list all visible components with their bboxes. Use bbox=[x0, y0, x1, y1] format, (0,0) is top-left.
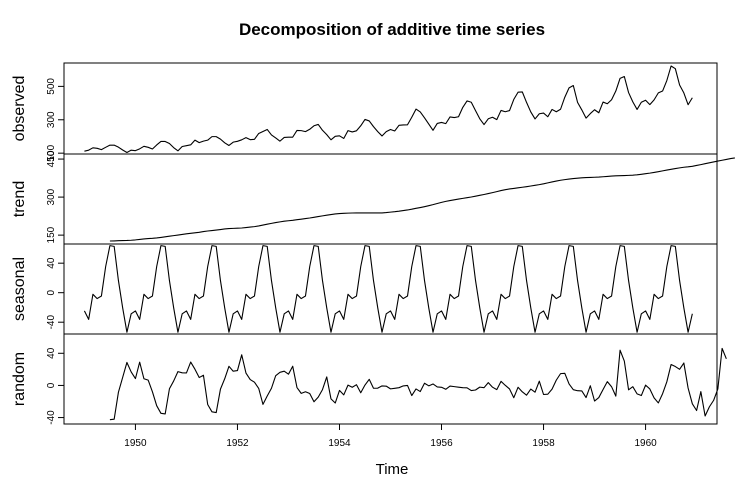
x-axis-label: Time bbox=[376, 461, 409, 478]
observed-ytick-label: 500 bbox=[46, 78, 57, 95]
x-tick-label: 1960 bbox=[634, 438, 657, 449]
x-tick-label: 1950 bbox=[124, 438, 147, 449]
panel-observed: 100 300 500 observed bbox=[11, 62, 718, 162]
observed-line bbox=[84, 65, 693, 154]
trend-axis-label: trend bbox=[11, 181, 28, 217]
x-tick-label: 1954 bbox=[328, 438, 351, 449]
observed-ytick-label: 300 bbox=[46, 111, 57, 128]
observed-frame bbox=[63, 62, 718, 155]
random-ytick-label: -40 bbox=[46, 410, 57, 425]
trend-ytick-label: 450 bbox=[46, 150, 57, 167]
random-axis-label: random bbox=[11, 352, 28, 406]
panel-trend: 150 300 450 trend bbox=[11, 150, 735, 245]
x-tick-label: 1956 bbox=[430, 438, 453, 449]
x-tick-label: 1952 bbox=[226, 438, 249, 449]
seasonal-line bbox=[83, 245, 693, 333]
trend-line bbox=[109, 157, 735, 242]
x-tick-label: 1958 bbox=[532, 438, 555, 449]
panel-seasonal: -40 0 40 seasonal bbox=[11, 243, 718, 335]
panels: 100 300 500 observed 150 300 450 trend -40 0 40 sea… bbox=[11, 62, 735, 449]
random-ytick-label: 40 bbox=[46, 347, 57, 359]
observed-ytick-label: 100 bbox=[46, 144, 57, 161]
trend-ytick-label: 300 bbox=[46, 188, 57, 205]
panel-random: -40 0 40 random bbox=[11, 333, 727, 425]
seasonal-ytick-label: -40 bbox=[46, 315, 57, 330]
trend-frame bbox=[63, 153, 718, 245]
random-line bbox=[109, 347, 727, 421]
seasonal-frame bbox=[63, 243, 718, 335]
seasonal-ytick-label: 0 bbox=[46, 289, 57, 295]
trend-ytick-label: 150 bbox=[46, 226, 57, 243]
seasonal-ytick-label: 40 bbox=[46, 257, 57, 269]
chart-title: Decomposition of additive time series bbox=[239, 20, 545, 39]
observed-axis-label: observed bbox=[11, 76, 28, 142]
random-ytick-label: 0 bbox=[46, 382, 57, 388]
seasonal-axis-label: seasonal bbox=[11, 257, 28, 321]
random-frame bbox=[63, 333, 718, 425]
